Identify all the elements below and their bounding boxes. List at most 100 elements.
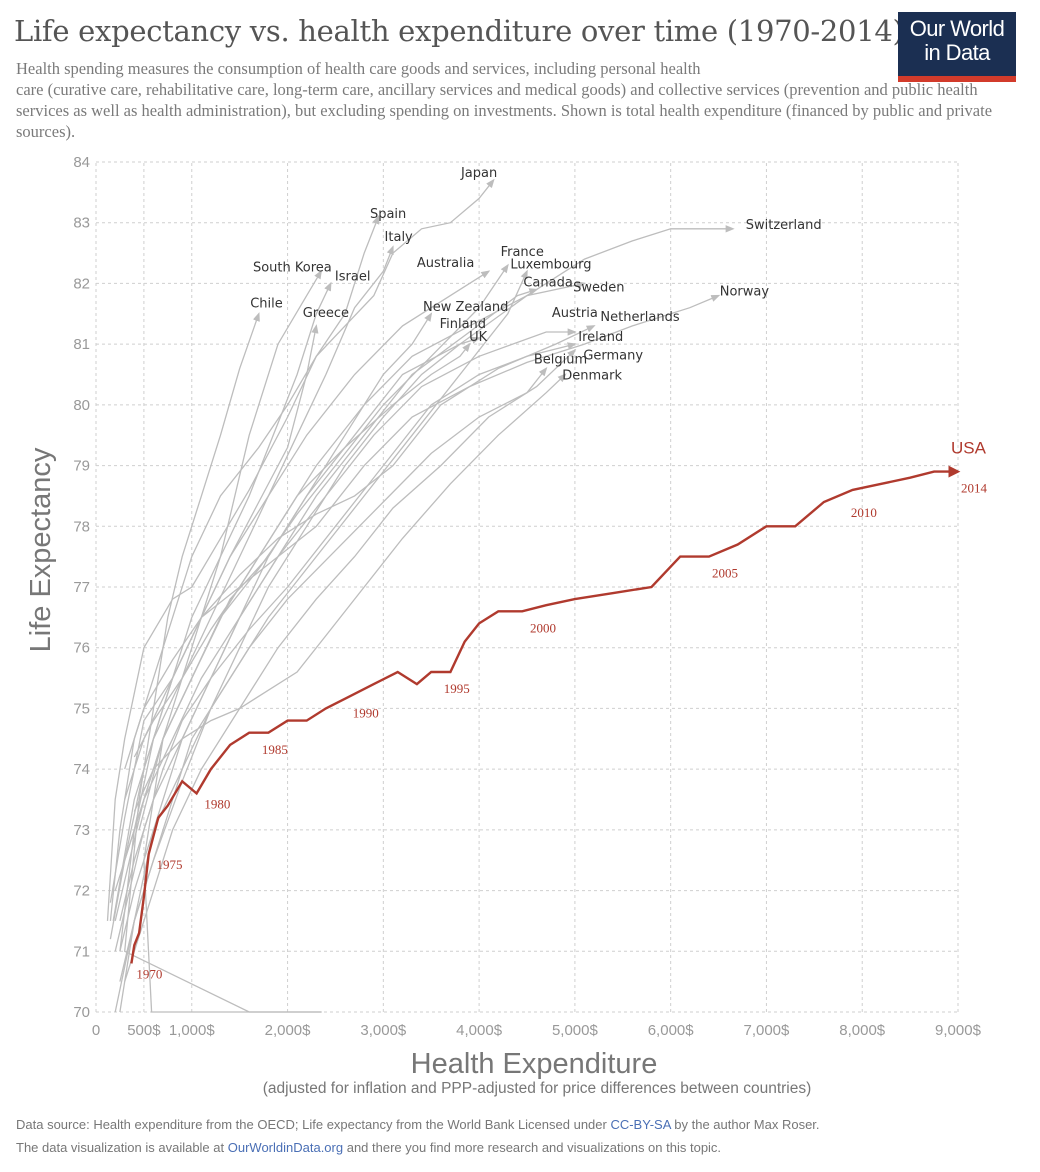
series-line-chile [124,312,322,1013]
label-usa: USA [951,438,987,457]
y-tick-label: 74 [73,761,90,778]
owid-site-link[interactable]: OurWorldinData.org [227,1140,344,1155]
grid-lines [95,161,959,1013]
label-denmark: Denmark [562,368,622,383]
y-tick-label: 73 [73,822,90,839]
chart-subtitle: Health spending measures the consumption… [16,58,992,142]
x-axis-note: (adjusted for inflation and PPP-adjusted… [263,1080,812,1097]
label-south-korea: South Korea [253,260,332,275]
label-germany: Germany [583,348,643,363]
label-netherlands: Netherlands [600,310,679,325]
series-line-australia [119,270,491,952]
x-tick-label: 6,000$ [648,1022,695,1039]
x-tick-label: 7,000$ [743,1022,790,1039]
usa-year-label: 1985 [262,742,288,757]
y-tick-label: 70 [73,1004,90,1021]
usa-year-label: 1975 [156,857,182,872]
y-tick-label: 79 [73,458,90,475]
series-line-luxembourg [114,269,528,1013]
series-line-south-korea [143,269,323,1013]
series-line-japan [109,178,495,921]
owid-logo[interactable]: Our World in Data [898,12,1016,82]
x-tick-label: 0 [92,1022,100,1039]
y-tick-label: 83 [73,215,90,232]
logo-line-2: in Data [924,40,990,65]
y-tick-label: 78 [73,518,90,535]
usa-year-label: 2005 [712,566,738,581]
label-chile: Chile [250,297,283,312]
footer-more: and there you find more research and vis… [343,1140,722,1155]
usa-year-label: 1995 [444,681,470,696]
label-israel: Israel [335,269,371,284]
label-uk: UK [469,330,488,345]
chart-title: Life expectancy vs. health expenditure o… [14,14,904,48]
series-line-spain [106,214,380,921]
y-tick-label: 81 [73,336,90,353]
label-switzerland: Switzerland [746,218,822,233]
series-line-denmark [133,373,567,812]
x-tick-label: 500$ [127,1022,161,1039]
label-belgium: Belgium [534,353,587,368]
label-italy: Italy [385,230,414,245]
series-line-sweden [133,281,587,758]
series-line-italy [109,245,394,940]
series-line-austria [119,328,577,1013]
y-tick-label: 72 [73,883,90,900]
y-tick-label: 75 [73,700,90,717]
x-axis-ticks: 0 500$ 1,000$ 2,000$ 3,000$ 4,000$ 5,000$ 6,000… [92,1022,982,1039]
usa-year-label: 2014 [961,481,988,496]
y-tick-label: 80 [73,397,90,414]
usa-line-group: 1970 1975 1980 1985 1990 1995 2000 2005 2010 2014 [130,465,988,981]
y-tick-label: 76 [73,640,90,657]
label-australia: Australia [417,256,475,271]
footer-availability: The data visualization is available at [16,1140,228,1155]
label-greece: Greece [303,306,349,321]
label-japan: Japan [460,166,497,181]
footer-line-2: The data visualization is available at O… [16,1136,820,1159]
y-tick-label: 82 [73,275,90,292]
y-tick-label: 84 [73,154,90,171]
x-tick-label: 3,000$ [360,1022,407,1039]
chart-canvas: 0 500$ 1,000$ 2,000$ 3,000$ 4,000$ 5,000$ 6,000… [25,154,988,1097]
footer-source: Data source: Health expenditure from the… [16,1117,611,1132]
subtitle-rest: care (curative care, rehabilitative care… [16,80,993,141]
series-line-germany [124,348,577,982]
x-tick-label: 2,000$ [265,1022,312,1039]
label-new-zealand: New Zealand [423,300,508,315]
label-ireland: Ireland [578,330,623,345]
logo-line-1: Our World [909,16,1005,41]
label-austria: Austria [552,306,598,321]
footer-line-1: Data source: Health expenditure from the… [16,1113,820,1136]
y-axis-ticks: 70 71 72 73 74 75 76 77 78 79 80 81 82 83 84 [73,154,90,1021]
footer: Data source: Health expenditure from the… [16,1113,820,1159]
usa-year-label: 2010 [851,505,877,520]
x-tick-label: 1,000$ [169,1022,216,1039]
label-france: France [501,245,544,260]
x-tick-label: 9,000$ [935,1022,982,1039]
y-tick-label: 71 [73,943,90,960]
series-line-ireland [114,342,577,952]
series-line-norway [124,294,721,770]
y-tick-label: 77 [73,579,90,596]
series-line-usa [130,465,961,964]
label-norway: Norway [720,285,770,300]
label-finland: Finland [440,317,486,332]
license-link[interactable]: CC-BY-SA [610,1117,671,1132]
usa-year-label: 1990 [353,705,379,720]
x-tick-label: 5,000$ [552,1022,599,1039]
usa-year-label: 2000 [530,620,556,635]
series-line-netherlands [124,325,596,800]
label-spain: Spain [370,207,406,222]
series-line-belgium [119,366,548,952]
label-luxembourg: Luxembourg [510,257,591,272]
series-line-finland [119,336,481,982]
label-sweden: Sweden [573,280,624,295]
series-line-israel [112,281,332,922]
x-tick-label: 8,000$ [839,1022,886,1039]
subtitle-line-1: Health spending measures the consumption… [16,59,701,78]
y-axis-title: Life Expectancy [25,447,57,652]
usa-year-label: 1970 [136,966,162,981]
usa-year-label: 1980 [204,796,230,811]
country-lines [106,178,735,1013]
